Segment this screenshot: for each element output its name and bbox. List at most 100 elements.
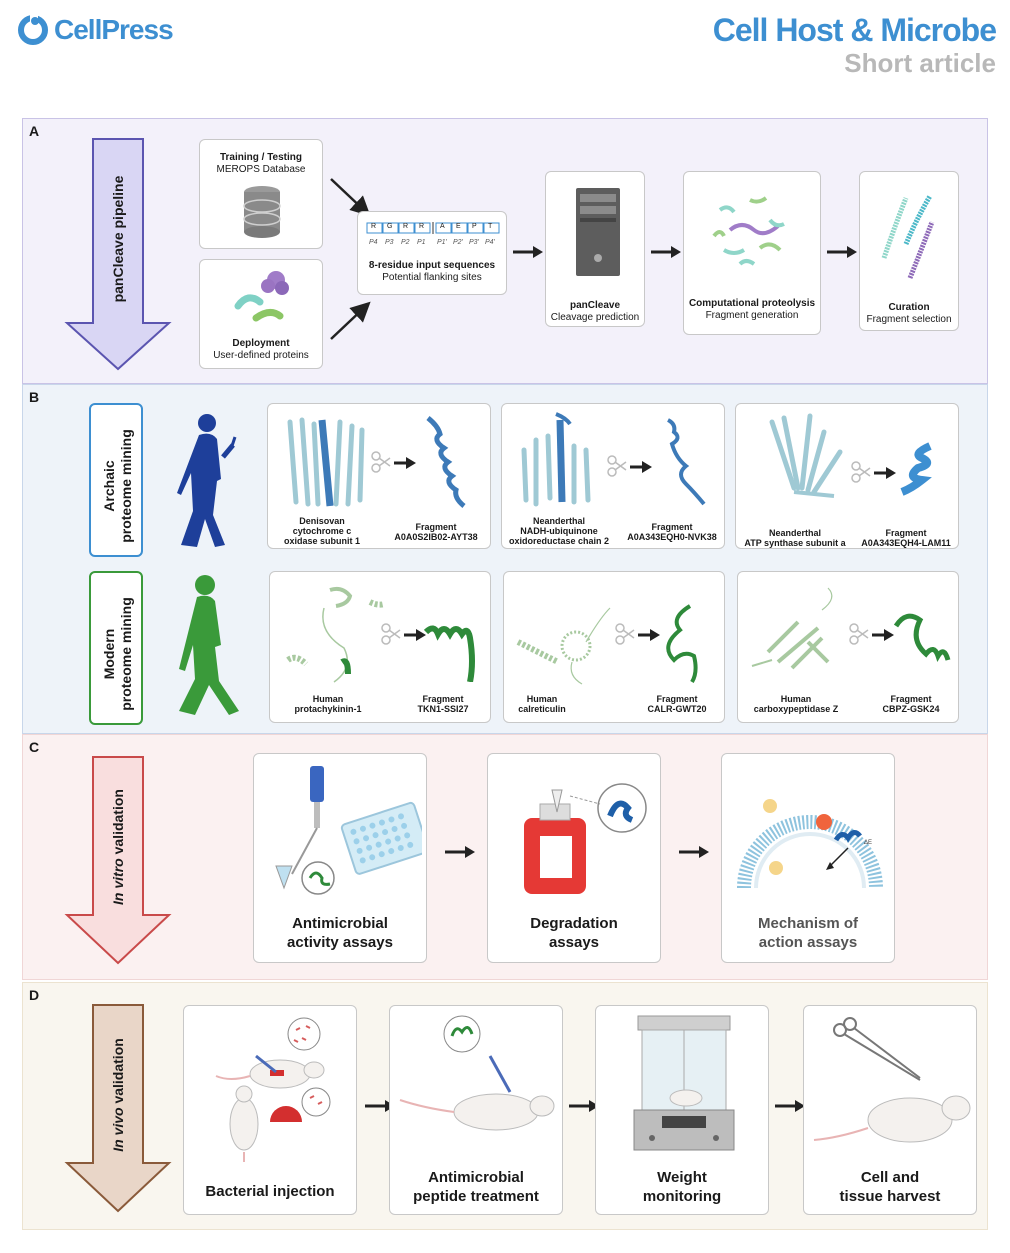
scissors-arrow-4 [381, 623, 426, 645]
pos-6: P2' [453, 239, 463, 246]
residue-5: A [440, 223, 445, 230]
cur-title: Curation [888, 302, 930, 313]
protein-structure-icon [287, 417, 365, 507]
pos-4: P1 [417, 239, 426, 246]
mp3-line2: carboxypeptidase Z [753, 704, 839, 714]
scale-icon [633, 1015, 735, 1151]
residue-2: G [387, 223, 393, 230]
ap3-line2: ATP synthase subunit a [744, 538, 846, 548]
c2-l1: Degradation [530, 915, 618, 932]
scissors-arrow-6 [849, 623, 894, 645]
pancleave-box: panCleave Cleavage prediction [545, 171, 645, 327]
arrow-d2 [569, 1100, 599, 1112]
archaic-label: Archaic proteome mining [101, 409, 135, 563]
membrane-icon: ΔE [737, 799, 883, 889]
arrow-a3 [827, 246, 857, 258]
pipeline-arrow [64, 138, 172, 371]
modern-protein-2: Human calreticulin [512, 694, 572, 714]
cur-sub: Fragment selection [866, 314, 952, 325]
curation-icon [881, 194, 935, 279]
modern-l2: proteome mining [118, 597, 134, 711]
residue-7: P [472, 223, 477, 230]
in-vitro-arrow [64, 756, 172, 965]
proteolysis-box: Computational proteolysis Fragment genera… [683, 171, 821, 335]
panel-label-b: B [29, 389, 40, 405]
d2-l1: Antimicrobial [428, 1169, 524, 1186]
d3-l2: monitoring [642, 1188, 722, 1205]
panel-label-a: A [29, 123, 40, 139]
pos-7: P3' [469, 239, 479, 246]
residue-8: T [488, 223, 493, 230]
protein-structure-icon [521, 412, 591, 507]
protein-structure-icon [769, 413, 843, 498]
arrow-a2 [651, 246, 681, 258]
panel-c: C In vitro validation Antimicrobial activ… [22, 734, 988, 980]
degradation-caption: Degradation assays [488, 914, 660, 952]
modern-fragment-1: Fragment TKN1-SSI27 [398, 694, 488, 714]
tissue-harvest-caption: Cell and tissue harvest [804, 1168, 976, 1206]
protein-icon [234, 271, 289, 322]
fragment-helix-2 [667, 418, 706, 506]
archaic-item-2: Neanderthal NADH-ubiquinone oxidoreductase… [501, 403, 725, 549]
mouse-injection-icon [215, 1017, 331, 1162]
weight-caption: Weight monitoring [596, 1168, 768, 1206]
fragment-helix-6 [893, 613, 951, 662]
scissors-arrow-2 [607, 455, 652, 477]
converge-arrows [330, 178, 371, 340]
modern-fragment-3: Fragment CBPZ-GSK24 [866, 694, 956, 714]
af1-label: Fragment [415, 522, 457, 532]
bacterial-injection-box: Bacterial injection [183, 1005, 357, 1215]
modern-item-3: Human carboxypeptidase Z Fragment CBPZ-GSK… [737, 571, 959, 723]
ap2-line1: Neanderthal [532, 516, 585, 526]
mechanism-assay-box: ΔE Mechanism of action assays [721, 753, 895, 963]
in-vivo-arrow [64, 1004, 172, 1213]
scissors-arrow-3 [851, 461, 896, 483]
arrow-a1 [513, 246, 543, 258]
training-sub: MEROPS Database [216, 164, 306, 175]
archaic-fragment-3: Fragment A0A343EQH4-LAM11 [854, 528, 958, 548]
ap2-line2: NADH-ubiquinone [520, 526, 598, 536]
fragment-helix-5 [666, 604, 698, 684]
delta-e-label: ΔE [864, 840, 872, 846]
residue-1: R [371, 223, 377, 230]
archaic-protein-2: Neanderthal NADH-ubiquinone oxidoreductase… [506, 516, 612, 546]
panel-d: D In vivo validation Bacterial injection [22, 982, 988, 1230]
antimicrobial-caption: Antimicrobial activity assays [254, 914, 426, 952]
in-vitro-label: In vitro validation [110, 782, 126, 912]
d3-l1: Weight [657, 1169, 707, 1186]
in-vitro-italic: In vitro [110, 858, 126, 905]
mf2-id: CALR-GWT20 [647, 704, 707, 714]
d4-l2: tissue harvest [839, 1188, 941, 1205]
mouse-harvest-icon [813, 1017, 971, 1143]
protein-structure-icon [516, 607, 611, 685]
pos-5: P1' [437, 239, 447, 246]
mouse-treatment-icon [399, 1015, 555, 1131]
archaic-item-1: Denisovan cytochrome c oxidase subunit 1 F… [267, 403, 491, 549]
bacterial-injection-caption: Bacterial injection [184, 1182, 356, 1201]
in-vivo-italic: In vivo [110, 1107, 126, 1152]
tissue-harvest-box: Cell and tissue harvest [803, 1005, 977, 1215]
pipeline-label: panCleave pipeline [110, 175, 126, 303]
prot-title: Computational proteolysis [688, 298, 816, 309]
cellpress-logo-icon [18, 15, 48, 45]
in-vivo-rest: validation [110, 1038, 126, 1108]
training-title: Training / Testing [219, 152, 303, 163]
residue-3: R [403, 223, 409, 230]
peptide-treatment-box: Antimicrobial peptide treatment [389, 1005, 563, 1215]
ap2-line3: oxidoreductase chain 2 [508, 536, 610, 546]
curation-box: Curation Fragment selection [859, 171, 959, 331]
d1-l1: Bacterial injection [205, 1183, 335, 1200]
mechanism-caption: Mechanism of action assays [722, 914, 894, 952]
pipette-plate-icon [275, 766, 422, 895]
modern-human-icon [179, 575, 239, 715]
af3-label: Fragment [885, 528, 927, 538]
in-vivo-label: In vivo validation [110, 1030, 126, 1160]
pos-8: P4' [485, 239, 495, 246]
mf1-label: Fragment [422, 694, 464, 704]
mp1-line2: protachykinin-1 [294, 704, 362, 714]
scissors-arrow-5 [615, 623, 660, 645]
c3-l2: action assays [758, 934, 858, 951]
ap1-line3: oxidase subunit 1 [283, 536, 361, 546]
panel-a: A panCleave pipeline Training / Testing M… [22, 118, 988, 384]
journal-title: Cell Host & Microbe [712, 12, 997, 48]
